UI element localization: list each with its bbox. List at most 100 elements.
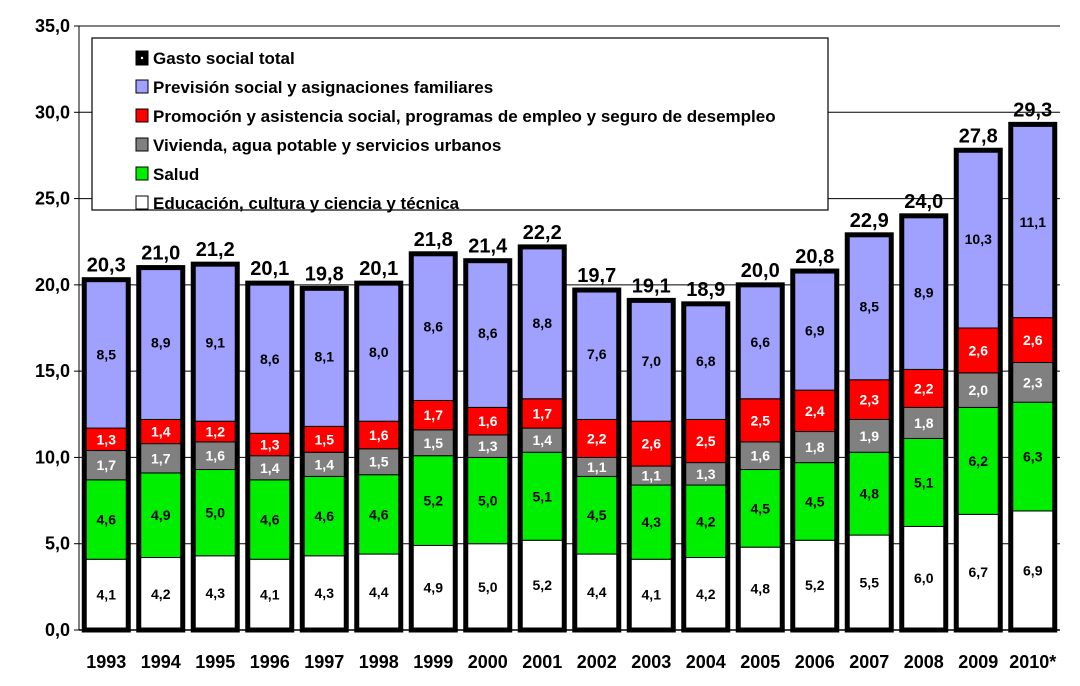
bar-segment: [955, 372, 1001, 408]
bar-segment: [737, 398, 783, 443]
bar-segment: [138, 557, 184, 631]
segment-value-label: 5,0: [206, 505, 226, 521]
bar-segment: [410, 251, 456, 401]
total-value-label: 27,8: [959, 125, 998, 147]
segment-value-label: 4,9: [424, 580, 444, 596]
legend-swatch: [135, 79, 149, 94]
x-tick-label: 1998: [359, 652, 399, 672]
x-tick-label: 2000: [468, 652, 508, 672]
bar-group: 5,5 4,8 1,9 2,3 8,5 22,9: [844, 210, 894, 633]
segment-value-label: 4,8: [751, 581, 771, 597]
segment-value-label: 1,4: [315, 456, 335, 472]
segment-value-label: 1,4: [533, 432, 553, 448]
segment-value-label: 1,5: [369, 454, 389, 470]
bar-segment: [1010, 510, 1056, 631]
segment-value-label: 6,2: [969, 453, 989, 469]
bar-segment: [574, 475, 620, 555]
bar-group: 4,2 4,9 1,7 1,4 8,9 21,0: [136, 243, 186, 633]
y-tick-label: 35,0: [35, 16, 70, 36]
bar-segment: [138, 472, 184, 559]
segment-value-label: 4,3: [315, 585, 335, 601]
total-value-label: 20,1: [359, 258, 398, 280]
bar-segment: [247, 455, 293, 481]
x-tick-label: 2010*: [1009, 652, 1056, 672]
segment-value-label: 6,9: [1023, 562, 1043, 578]
segment-value-label: 2,2: [587, 430, 607, 446]
segment-value-label: 6,0: [914, 570, 934, 586]
x-tick-label: 2001: [522, 652, 562, 672]
bar-group: 4,9 5,2 1,5 1,7 8,6 21,8: [408, 229, 458, 633]
bar-segment: [955, 513, 1001, 631]
segment-value-label: 5,0: [478, 493, 498, 509]
bar-segment: [683, 301, 729, 420]
bar-segment: [83, 280, 129, 429]
segment-value-label: 4,9: [151, 507, 171, 523]
segment-value-label: 1,3: [696, 466, 716, 482]
segment-value-label: 8,6: [260, 351, 280, 367]
legend-swatch: [135, 166, 149, 181]
bar-segment: [519, 451, 565, 541]
x-axis: 1993 1994 1995 1996 1997 1998 1999 2000 2001 2002…: [79, 629, 1060, 672]
bar-group: 4,4 4,5 1,1 2,2 7,6 19,7: [572, 265, 622, 633]
bar-group: 6,0 5,1 1,8 2,2 8,9 24,0: [899, 191, 949, 633]
legend-item: Salud: [135, 165, 199, 184]
legend-swatch: [135, 195, 149, 210]
total-value-label: 18,9: [686, 279, 725, 301]
bar-segment: [1010, 401, 1056, 512]
bar-segment: [955, 149, 1001, 329]
bar-segment: [683, 557, 729, 631]
segment-value-label: 8,9: [151, 335, 171, 351]
y-tick-label: 20,0: [35, 275, 70, 295]
segment-value-label: 2,6: [969, 342, 989, 358]
segment-value-label: 1,3: [478, 438, 498, 454]
segment-value-label: 5,2: [533, 577, 553, 593]
bar-segment: [574, 418, 620, 458]
segment-value-label: 8,5: [860, 298, 880, 314]
bar-segment: [192, 263, 238, 422]
bar-segment: [737, 546, 783, 631]
segment-value-label: 1,1: [642, 468, 662, 484]
segment-value-label: 4,1: [260, 587, 280, 603]
bar-group: 5,0 5,0 1,3 1,6 8,6 21,4: [463, 236, 513, 633]
bar-group: 5,2 5,1 1,4 1,7 8,8 22,2: [517, 222, 567, 633]
total-value-label: 22,9: [850, 210, 889, 232]
x-tick-label: 2007: [849, 652, 889, 672]
x-tick-label: 1993: [86, 652, 126, 672]
bar-segment: [901, 215, 947, 370]
segment-value-label: 1,6: [478, 413, 498, 429]
legend-swatch: [135, 137, 149, 152]
legend-item: Vivienda, agua potable y servicios urban…: [135, 136, 501, 155]
segment-value-label: 1,3: [260, 436, 280, 452]
segment-value-label: 4,2: [696, 513, 716, 529]
bar-group: 4,2 4,2 1,3 2,5 6,8 18,9: [681, 279, 731, 633]
total-value-label: 19,7: [577, 265, 616, 287]
segment-value-label: 4,6: [369, 506, 389, 522]
segment-value-label: 4,3: [206, 585, 226, 601]
bar-segment: [628, 420, 674, 467]
segment-value-label: 1,8: [805, 439, 825, 455]
legend-item: Previsión social y asignaciones familiar…: [135, 78, 493, 97]
bar-group: 6,7 6,2 2,0 2,6 10,3 27,8: [953, 125, 1003, 633]
x-tick-label: 1996: [250, 652, 290, 672]
total-value-label: 21,0: [141, 243, 180, 265]
bar-segment: [628, 484, 674, 560]
x-tick-label: 1994: [141, 652, 181, 672]
y-tick-label: 5,0: [45, 534, 70, 554]
segment-value-label: 8,9: [914, 285, 934, 301]
bar-segment: [792, 270, 838, 391]
segment-value-label: 1,3: [97, 431, 117, 447]
bar-segment: [83, 450, 129, 481]
bar-segment: [138, 265, 184, 420]
segment-value-label: 5,1: [533, 488, 553, 504]
bar-group: 4,3 5,0 1,6 1,2 9,1 21,2: [190, 239, 240, 633]
segment-value-label: 4,1: [97, 587, 117, 603]
segment-value-label: 1,9: [860, 428, 880, 444]
segment-value-label: 5,2: [424, 493, 444, 509]
segment-value-label: 8,1: [315, 348, 335, 364]
segment-value-label: 5,0: [478, 579, 498, 595]
segment-value-label: 6,7: [969, 564, 989, 580]
segment-value-label: 4,5: [587, 507, 607, 523]
bar-group: 4,1 4,6 1,7 1,3 8,5 20,3: [81, 255, 131, 633]
legend-label: Vivienda, agua potable y servicios urban…: [153, 136, 501, 155]
